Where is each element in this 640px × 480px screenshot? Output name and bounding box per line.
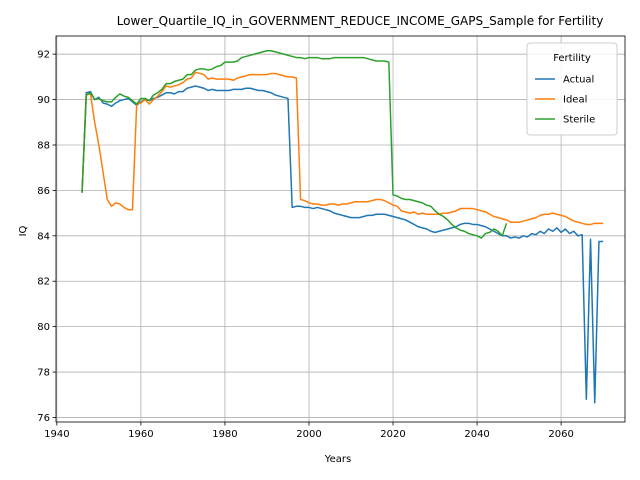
chart-title: Lower_Quartile_IQ_in_GOVERNMENT_REDUCE_I… bbox=[117, 14, 604, 28]
legend-label-actual: Actual bbox=[563, 75, 594, 86]
legend-items: Actual Ideal Sterile bbox=[535, 75, 595, 126]
x-tick-label: 2060 bbox=[548, 429, 573, 440]
series-line-sterile bbox=[81, 50, 508, 239]
y-axis-label: IQ bbox=[18, 225, 29, 236]
y-tick-label: 78 bbox=[37, 368, 50, 379]
y-tick-label: 92 bbox=[37, 50, 50, 61]
x-tick-label: 2040 bbox=[464, 429, 489, 440]
y-tick-label: 84 bbox=[37, 231, 50, 242]
series-layer bbox=[81, 50, 604, 404]
y-tick-label: 82 bbox=[37, 277, 50, 288]
series-line-ideal bbox=[81, 71, 604, 226]
series-line-actual bbox=[81, 85, 604, 404]
x-axis-label: Years bbox=[324, 454, 351, 465]
legend-label-ideal: Ideal bbox=[563, 95, 587, 106]
plot-frame bbox=[55, 35, 626, 423]
x-tick-label: 2020 bbox=[380, 429, 405, 440]
x-tick-label: 2000 bbox=[296, 429, 321, 440]
x-tick-label: 1940 bbox=[44, 429, 69, 440]
legend-label-sterile: Sterile bbox=[563, 115, 595, 126]
grid bbox=[56, 36, 625, 422]
x-tick-label: 1980 bbox=[212, 429, 237, 440]
y-tick-label: 88 bbox=[37, 140, 50, 151]
y-tick-label: 76 bbox=[37, 413, 50, 424]
y-tick-label: 86 bbox=[37, 186, 50, 197]
legend: Fertility Actual Ideal Sterile bbox=[526, 42, 618, 136]
x-tick-label: 1960 bbox=[128, 429, 153, 440]
y-tick-label: 80 bbox=[37, 322, 50, 333]
x-axis: 1940 1960 1980 2000 2020 2040 2060 bbox=[44, 422, 574, 440]
y-axis: 76 78 80 82 84 86 88 90 92 bbox=[37, 50, 56, 424]
legend-box bbox=[526, 42, 618, 136]
legend-title: Fertility bbox=[553, 53, 591, 64]
y-tick-label: 90 bbox=[37, 95, 50, 106]
